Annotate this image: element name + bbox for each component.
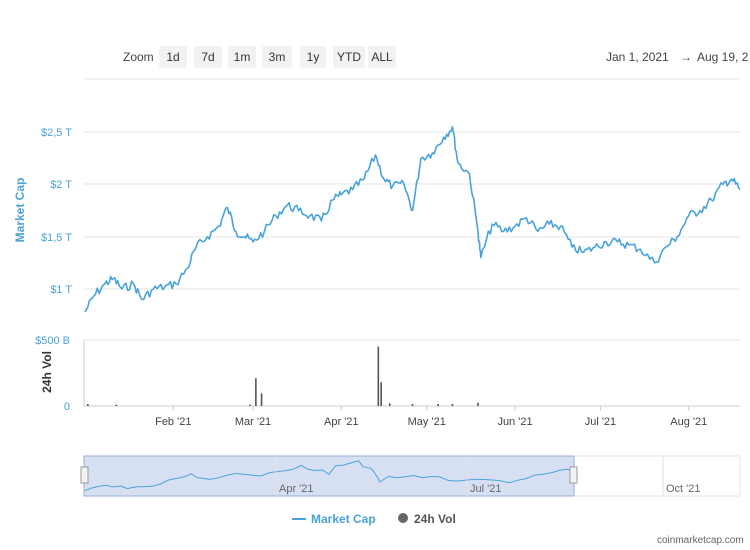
y-tick-label: $2 T [50, 179, 72, 191]
legend: Market Cap 24h Vol [292, 512, 456, 526]
navigator-ticks: Apr '21 Jul '21 Oct '21 [275, 456, 701, 496]
volume-bar [87, 404, 89, 406]
range-separator-icon: → [680, 50, 692, 64]
navigator-left-handle[interactable] [80, 466, 89, 484]
y-tick-label: $1,5 T [41, 232, 72, 244]
navigator-series-line [84, 460, 574, 492]
volume-bar [255, 378, 257, 406]
zoom-button-label: 1m [234, 50, 251, 64]
x-tick-label: Feb '21 [155, 416, 191, 428]
volume-bar [388, 403, 391, 406]
volume-bar [411, 404, 414, 406]
y-axis-title: Market Cap [13, 178, 27, 243]
volume-bar [437, 404, 439, 406]
range-to[interactable]: Aug 19, 2 [697, 50, 749, 64]
x-tick-label: Mar '21 [235, 416, 271, 428]
navigator-tick-label: Apr '21 [279, 483, 314, 495]
y2-axis-title: 24h Vol [40, 351, 54, 393]
legend-vol[interactable]: 24h Vol [414, 512, 456, 526]
zoom-button-1d[interactable]: 1d [159, 46, 187, 68]
zoom-button-label: YTD [337, 50, 361, 64]
volume-bar [380, 382, 382, 406]
zoom-label: Zoom [123, 50, 154, 64]
market-cap-series-line [84, 126, 741, 313]
x-axis-ticks: Feb '21 Mar '21 Apr '21 May '21 Jun '21 Jul '… [155, 406, 707, 428]
zoom-button-label: 3m [269, 50, 286, 64]
zoom-button-all[interactable]: ALL [368, 46, 396, 68]
volume-bar [451, 404, 454, 406]
zoom-button-1m[interactable]: 1m [228, 46, 256, 68]
zoom-button-label: 7d [201, 50, 214, 64]
y-tick-label: $2,5 T [41, 127, 72, 139]
zoom-button-label: 1d [166, 50, 179, 64]
y-axis-ticks: $1 T $1,5 T $2 T $2,5 T [41, 127, 72, 296]
x-tick-label: Apr '21 [324, 416, 359, 428]
zoom-button-3m[interactable]: 3m [262, 46, 292, 68]
x-tick-label: May '21 [408, 416, 446, 428]
zoom-button-ytd[interactable]: YTD [333, 46, 365, 68]
zoom-button-7d[interactable]: 7d [194, 46, 222, 68]
volume-bar [115, 404, 118, 406]
x-tick-label: Aug '21 [670, 416, 707, 428]
volume-bar [477, 402, 479, 406]
navigator-tick-label: Oct '21 [666, 483, 701, 495]
y2-tick-label: $500 B [35, 335, 70, 347]
zoom-button-1y[interactable]: 1y [300, 46, 326, 68]
y2-tick-label: 0 [64, 401, 70, 413]
volume-bar [260, 393, 263, 406]
navigator[interactable]: Apr '21 Jul '21 Oct '21 [80, 455, 741, 497]
x-tick-label: Jul '21 [585, 416, 616, 428]
navigator-tick-label: Jul '21 [470, 483, 501, 495]
gridlines [83, 78, 740, 407]
zoom-button-label: ALL [371, 50, 393, 64]
zoom-button-label: 1y [307, 50, 320, 64]
volume-bar [377, 346, 380, 406]
legend-vol-dot-icon [398, 513, 408, 523]
legend-market-cap[interactable]: Market Cap [311, 512, 376, 526]
navigator-right-handle[interactable] [569, 466, 578, 484]
x-tick-label: Jun '21 [497, 416, 532, 428]
volume-bar [249, 404, 251, 406]
volume-series [87, 346, 479, 406]
credit[interactable]: coinmarketcap.com [657, 535, 744, 546]
range-from[interactable]: Jan 1, 2021 [606, 50, 669, 64]
y-tick-label: $1 T [50, 284, 72, 296]
zoom-buttons: 1d 7d 1m 3m 1y YTD ALL [159, 46, 396, 68]
y2-axis-ticks: 0 $500 B [35, 335, 70, 413]
